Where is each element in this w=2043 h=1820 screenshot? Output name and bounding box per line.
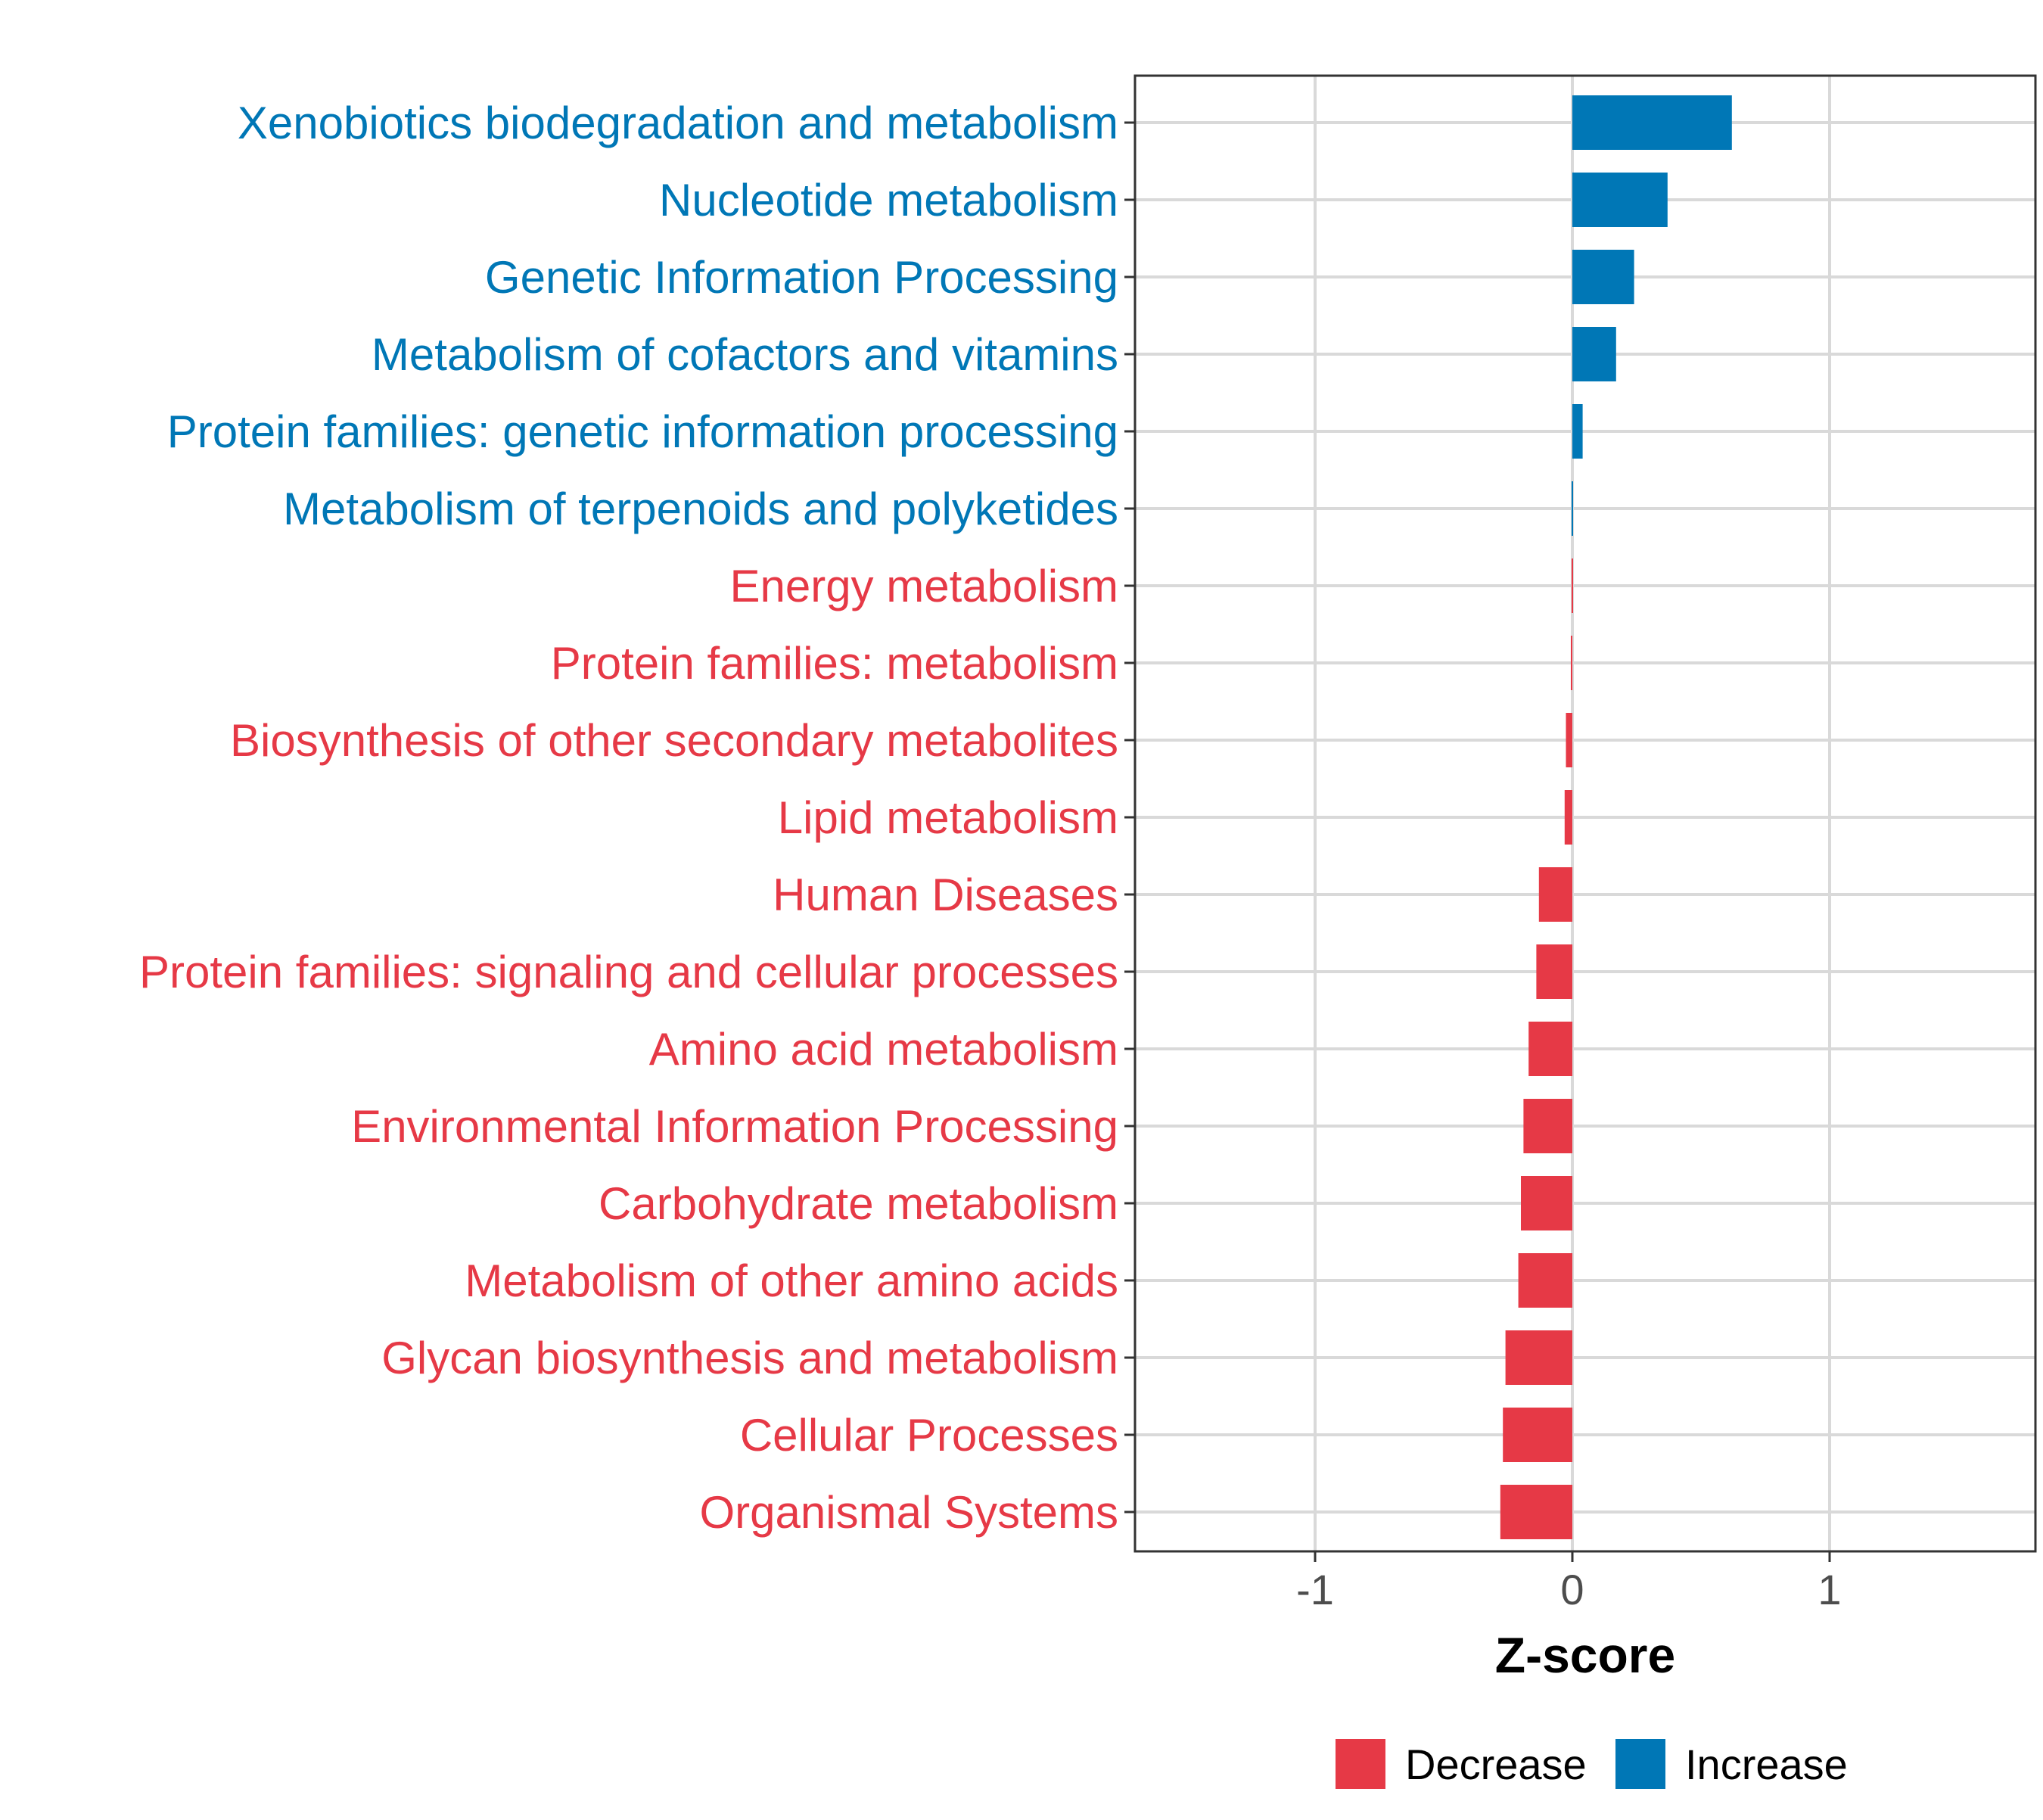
bar xyxy=(1572,173,1668,227)
bar xyxy=(1572,327,1616,381)
bar xyxy=(1566,713,1572,767)
category-label: Metabolism of terpenoids and polyketides xyxy=(283,484,1118,534)
legend-label: Decrease xyxy=(1405,1741,1587,1788)
bar xyxy=(1572,404,1583,459)
bar xyxy=(1572,95,1732,150)
bar xyxy=(1536,944,1572,999)
bar xyxy=(1572,558,1573,613)
category-label: Carbohydrate metabolism xyxy=(599,1178,1118,1229)
bars xyxy=(1500,95,1732,1539)
category-label: Metabolism of other amino acids xyxy=(465,1255,1118,1306)
category-label: Cellular Processes xyxy=(740,1410,1118,1461)
x-axis-ticks: -1 0 1 xyxy=(1296,1551,1842,1613)
category-label: Nucleotide metabolism xyxy=(659,175,1118,226)
bar xyxy=(1521,1176,1572,1230)
category-label: Energy metabolism xyxy=(729,561,1118,611)
x-tick-label: -1 xyxy=(1296,1566,1334,1613)
legend: Decrease Increase xyxy=(1336,1739,1848,1789)
category-label: Amino acid metabolism xyxy=(649,1024,1118,1075)
x-axis-title: Z-score xyxy=(1495,1627,1675,1683)
bar xyxy=(1538,867,1572,922)
bar xyxy=(1572,250,1634,304)
plot-panel-border xyxy=(1133,74,2037,1553)
bar xyxy=(1505,1330,1572,1385)
grid xyxy=(1135,76,2035,1551)
x-tick-label: 1 xyxy=(1818,1566,1841,1613)
bar xyxy=(1523,1099,1572,1153)
category-label: Protein families: metabolism xyxy=(551,638,1118,689)
category-labels: Xenobiotics biodegradation and metabolis… xyxy=(139,98,1118,1538)
category-label: Environmental Information Processing xyxy=(351,1101,1118,1152)
category-label: Human Diseases xyxy=(773,870,1118,920)
bar xyxy=(1518,1253,1572,1308)
category-label: Glycan biosynthesis and metabolism xyxy=(381,1333,1118,1383)
category-label: Protein families: signaling and cellular… xyxy=(139,947,1118,997)
x-tick-label: 0 xyxy=(1560,1566,1584,1613)
y-axis-ticks xyxy=(1124,121,1135,1514)
bar xyxy=(1503,1408,1572,1462)
category-label: Organismal Systems xyxy=(700,1487,1118,1538)
bar xyxy=(1572,481,1573,536)
category-label: Genetic Information Processing xyxy=(485,252,1118,303)
bar xyxy=(1570,636,1572,690)
category-label: Metabolism of cofactors and vitamins xyxy=(372,329,1118,380)
legend-swatch xyxy=(1615,1739,1665,1789)
bar xyxy=(1528,1022,1572,1076)
legend-swatch xyxy=(1336,1739,1385,1789)
legend-label: Increase xyxy=(1685,1741,1848,1788)
category-label: Protein families: genetic information pr… xyxy=(167,406,1118,457)
category-label: Xenobiotics biodegradation and metabolis… xyxy=(238,98,1118,148)
category-label: Lipid metabolism xyxy=(778,792,1118,843)
bar xyxy=(1564,790,1572,845)
bar xyxy=(1500,1485,1572,1539)
category-label: Biosynthesis of other secondary metaboli… xyxy=(230,715,1118,766)
